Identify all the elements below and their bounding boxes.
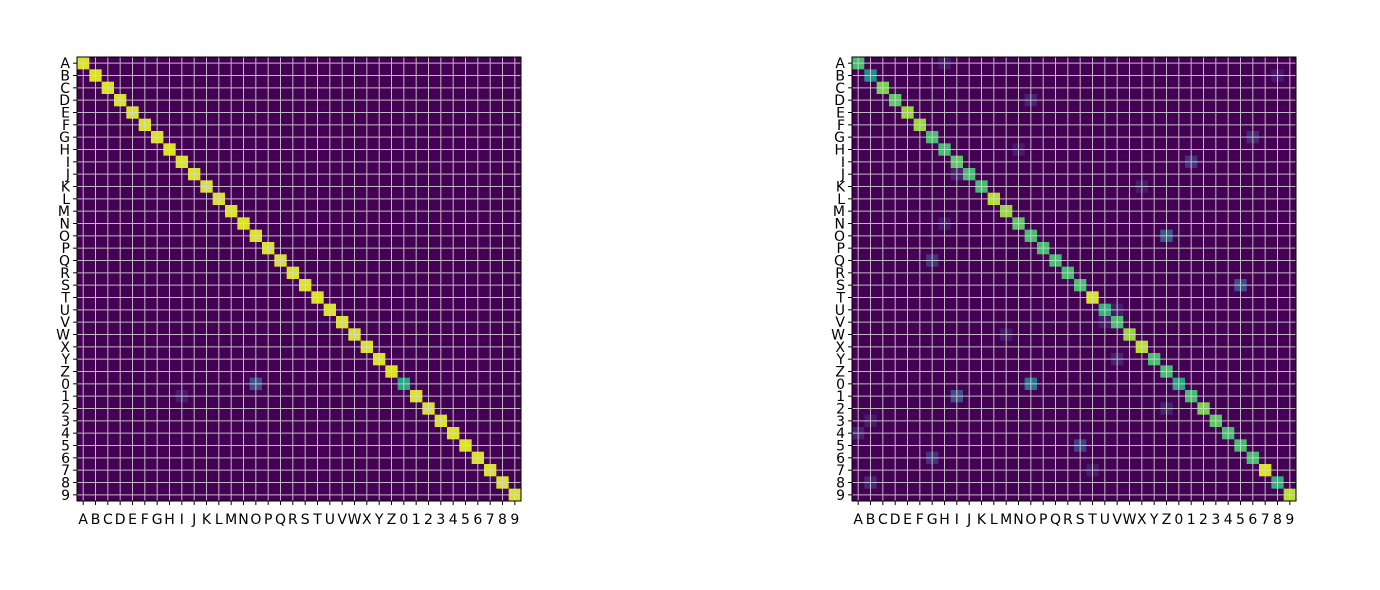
x-tick-label-I: I bbox=[955, 512, 959, 528]
x-tick-label-Y: Y bbox=[1149, 512, 1159, 528]
x-tick-label-B: B bbox=[866, 512, 876, 528]
x-tick-label-P: P bbox=[1039, 512, 1047, 528]
x-tick-label-0: 0 bbox=[1174, 512, 1183, 528]
x-tick-label-C: C bbox=[878, 512, 888, 528]
x-tick-label-9: 9 bbox=[1285, 512, 1294, 528]
x-tick-label-1: 1 bbox=[1187, 512, 1196, 528]
x-tick-label-N: N bbox=[1013, 512, 1023, 528]
x-tick-label-3: 3 bbox=[1211, 512, 1220, 528]
x-tick-label-A: A bbox=[853, 512, 863, 528]
x-tick-label-H: H bbox=[939, 512, 950, 528]
x-tick-label-8: 8 bbox=[1273, 512, 1282, 528]
x-tick-label-6: 6 bbox=[1248, 512, 1257, 528]
x-tick-label-S: S bbox=[1076, 512, 1085, 528]
y-tick-label-9: 9 bbox=[836, 488, 845, 504]
x-tick-label-T: T bbox=[1087, 512, 1097, 528]
x-tick-label-D: D bbox=[890, 512, 901, 528]
x-tick-label-4: 4 bbox=[1224, 512, 1233, 528]
x-tick-label-G: G bbox=[927, 512, 938, 528]
x-tick-label-M: M bbox=[1000, 512, 1012, 528]
x-tick-label-U: U bbox=[1100, 512, 1110, 528]
x-tick-label-J: J bbox=[966, 512, 971, 528]
x-tick-label-O: O bbox=[1025, 512, 1036, 528]
x-tick-label-F: F bbox=[916, 512, 924, 528]
x-tick-label-2: 2 bbox=[1199, 512, 1208, 528]
x-tick-label-L: L bbox=[990, 512, 998, 528]
x-tick-label-R: R bbox=[1063, 512, 1073, 528]
x-tick-label-Q: Q bbox=[1050, 512, 1061, 528]
x-tick-label-W: W bbox=[1123, 512, 1137, 528]
x-tick-label-K: K bbox=[977, 512, 987, 528]
x-tick-label-Z: Z bbox=[1162, 512, 1172, 528]
x-tick-label-X: X bbox=[1137, 512, 1147, 528]
x-tick-label-7: 7 bbox=[1261, 512, 1270, 528]
x-tick-label-E: E bbox=[903, 512, 912, 528]
x-tick-label-5: 5 bbox=[1236, 512, 1245, 528]
x-tick-label-V: V bbox=[1112, 512, 1122, 528]
